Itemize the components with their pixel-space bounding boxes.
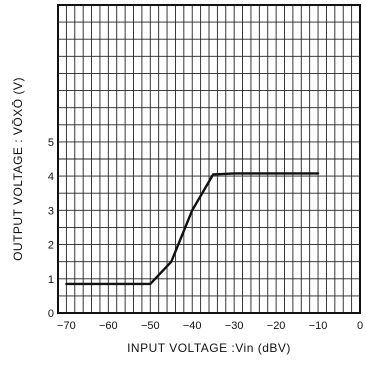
x-tick-label: −10 [309, 320, 328, 332]
y-axis-tick-labels: 0 1 2 3 4 5 [48, 137, 54, 320]
series-group [65, 172, 320, 286]
y-tick-label: 5 [48, 137, 54, 149]
x-tick-label: −20 [267, 320, 286, 332]
y-tick-label: 1 [48, 274, 54, 286]
y-tick-label: 3 [48, 205, 54, 217]
y-axis-label: OUTPUT VOLTAGE : VŌXŌ (V) [11, 77, 25, 261]
x-axis-label: INPUT VOLTAGE :Vin (dBV) [127, 341, 291, 355]
y-tick-label: 0 [48, 308, 54, 320]
x-tick-label: −40 [183, 320, 202, 332]
x-axis-tick-labels: −70 −60 −50 −40 −30 −20 −10 0 [57, 320, 363, 332]
x-tick-label: −70 [57, 320, 76, 332]
x-tick-label: −60 [99, 320, 118, 332]
plot-frame [57, 4, 361, 314]
series-line [65, 172, 320, 286]
x-tick-label: 0 [357, 320, 363, 332]
x-tick-label: −30 [225, 320, 244, 332]
y-tick-label: 2 [48, 240, 54, 252]
y-tick-label: 4 [48, 171, 54, 183]
grid-lines [58, 5, 360, 313]
x-tick-label: −50 [141, 320, 160, 332]
